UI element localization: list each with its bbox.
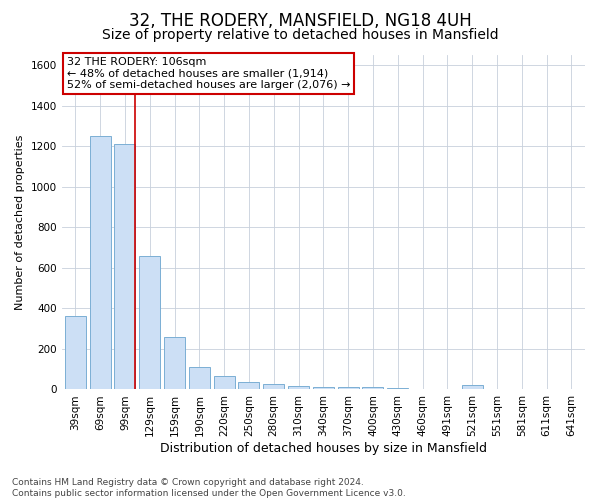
Text: Size of property relative to detached houses in Mansfield: Size of property relative to detached ho…: [101, 28, 499, 42]
Bar: [338, 388, 359, 390]
Text: 32 THE RODERY: 106sqm
← 48% of detached houses are smaller (1,914)
52% of semi-d: 32 THE RODERY: 106sqm ← 48% of detached …: [67, 56, 350, 90]
Bar: [461, 386, 482, 390]
Bar: [288, 386, 309, 390]
Bar: [313, 388, 334, 390]
Bar: [214, 376, 235, 390]
Bar: [362, 388, 383, 390]
Bar: [65, 316, 86, 390]
Text: 32, THE RODERY, MANSFIELD, NG18 4UH: 32, THE RODERY, MANSFIELD, NG18 4UH: [128, 12, 472, 30]
Bar: [139, 256, 160, 390]
Bar: [115, 144, 136, 390]
Bar: [263, 384, 284, 390]
X-axis label: Distribution of detached houses by size in Mansfield: Distribution of detached houses by size …: [160, 442, 487, 455]
Text: Contains HM Land Registry data © Crown copyright and database right 2024.
Contai: Contains HM Land Registry data © Crown c…: [12, 478, 406, 498]
Bar: [164, 337, 185, 390]
Bar: [189, 367, 210, 390]
Bar: [89, 136, 110, 390]
Y-axis label: Number of detached properties: Number of detached properties: [15, 134, 25, 310]
Bar: [238, 382, 259, 390]
Bar: [387, 388, 408, 390]
